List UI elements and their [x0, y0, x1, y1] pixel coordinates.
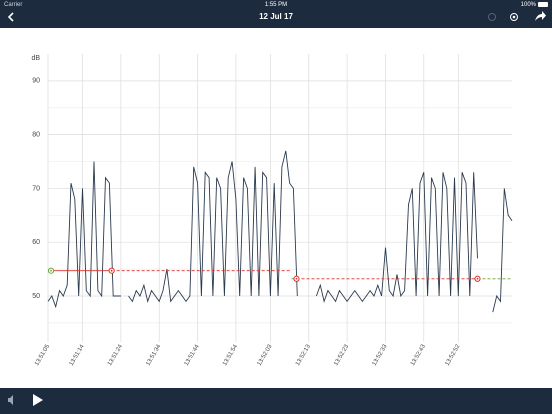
y-tick-label: 60: [32, 239, 40, 246]
threshold-marker-dot: [295, 277, 298, 280]
carrier: Carrier: [4, 2, 22, 8]
threshold-marker-dot: [50, 269, 52, 272]
chart-area: [0, 28, 552, 388]
y-tick-label: 80: [32, 132, 40, 139]
nav-title: 12 Jul 17: [259, 12, 293, 21]
speaker-icon[interactable]: [8, 395, 13, 405]
clock: 1:55 PM: [265, 2, 287, 8]
threshold-marker-dot: [110, 269, 113, 272]
zoom-in[interactable]: [510, 13, 518, 21]
nav-bar: [0, 0, 552, 28]
y-tick-label: 70: [32, 185, 40, 192]
y-axis-label: dB: [31, 55, 40, 62]
y-tick-label: 90: [32, 78, 40, 85]
y-tick-label: 50: [32, 293, 40, 300]
share-button[interactable]: [535, 11, 546, 21]
bottom-bar: [0, 388, 552, 414]
battery: 100%: [521, 2, 537, 8]
play-button[interactable]: [33, 394, 43, 406]
zoom-dot: [512, 15, 516, 19]
back-button[interactable]: [7, 12, 14, 22]
battery-icon: [538, 2, 548, 7]
series-line: [47, 150, 513, 313]
zoom-out[interactable]: [488, 13, 496, 21]
threshold-marker-dot: [476, 277, 479, 280]
